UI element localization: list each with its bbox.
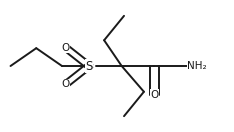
Text: S: S	[85, 60, 93, 72]
Text: NH₂: NH₂	[187, 61, 207, 71]
Text: O: O	[150, 90, 159, 100]
Text: O: O	[61, 43, 70, 53]
Text: O: O	[61, 79, 70, 89]
